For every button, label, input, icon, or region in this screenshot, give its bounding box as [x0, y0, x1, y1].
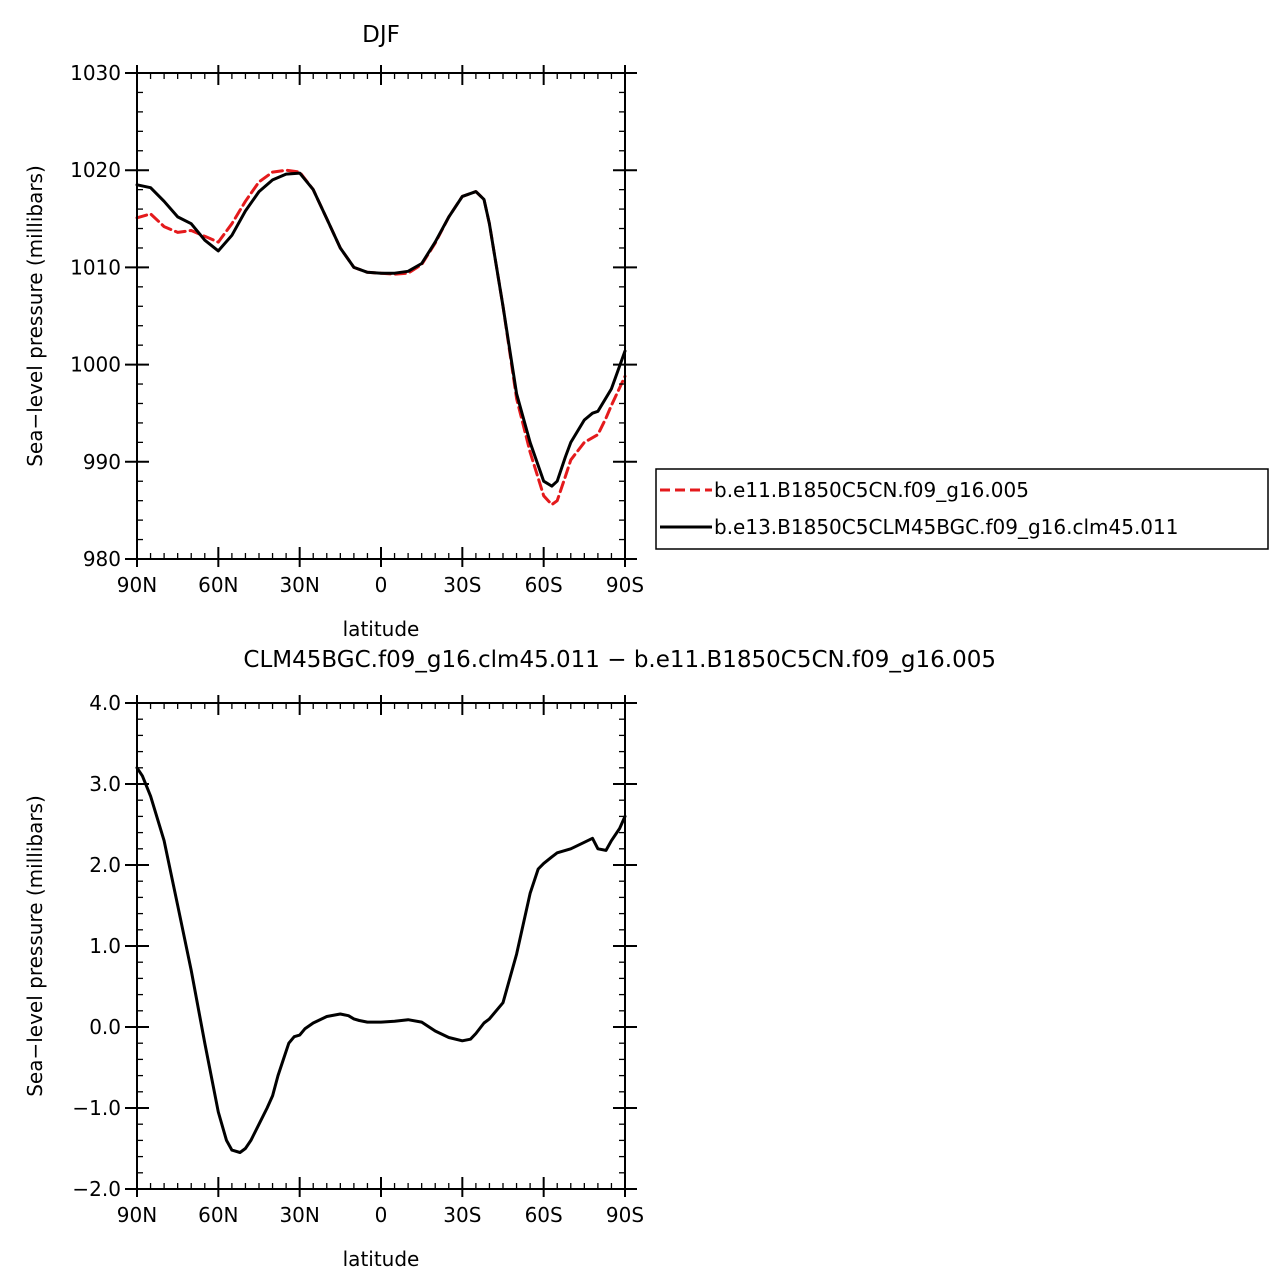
- y-tick-label: 1020: [70, 158, 121, 182]
- x-tick-label: 0: [375, 573, 388, 597]
- y-tick-label: 3.0: [89, 772, 121, 796]
- y-tick-label: 980: [83, 547, 121, 571]
- chart-top-xlabel: latitude: [343, 617, 420, 641]
- x-tick-label: 30N: [279, 573, 319, 597]
- x-tick-label: 60S: [525, 1203, 563, 1227]
- x-tick-label: 30S: [443, 1203, 481, 1227]
- x-tick-label: 90S: [606, 573, 644, 597]
- x-tick-label: 60N: [198, 1203, 238, 1227]
- y-tick-label: 2.0: [89, 853, 121, 877]
- x-tick-label: 90N: [117, 1203, 157, 1227]
- chart-top-series-1-line: [135, 171, 627, 488]
- y-tick-label: 1030: [70, 61, 121, 85]
- x-tick-label: 90S: [606, 1203, 644, 1227]
- y-tick-label: 4.0: [89, 691, 121, 715]
- chart-bottom-ylabel: Sea−level pressure (millibars): [23, 795, 47, 1097]
- y-tick-label: 0.0: [89, 1015, 121, 1039]
- chart-top-ticks: 90N 60N 30N 0 30S 60S 90S 1030 1020 1010 1000 990 98…: [70, 61, 644, 597]
- x-tick-label: 60N: [198, 573, 238, 597]
- y-tick-label: −1.0: [72, 1096, 121, 1120]
- y-tick-label: 1010: [70, 255, 121, 279]
- y-tick-label: 1000: [70, 353, 121, 377]
- legend-label-base: b.e13.B1850C5CLM45BGC.f09_g16.clm45.011: [714, 515, 1178, 539]
- chart-bottom-ticks: 90N 60N 30N 0 30S 60S 90S 4.0 3.0 2.0 1.0 0.0 −1.0 −2…: [72, 691, 644, 1227]
- chart-top-title: DJF: [362, 22, 400, 48]
- chart-top-series-0-line: [135, 168, 627, 507]
- legend-label-case: b.e11.B1850C5CN.f09_g16.005: [714, 478, 1029, 502]
- chart-top-frame: [136, 72, 626, 560]
- legend-box: [655, 468, 1269, 550]
- chart-top-series-group: [135, 168, 627, 507]
- chart-bottom-series-group: [135, 766, 627, 1154]
- y-tick-label: 1.0: [89, 934, 121, 958]
- x-tick-label: 30S: [443, 573, 481, 597]
- chart-bottom-series-0-line: [135, 766, 627, 1154]
- y-tick-label: 990: [83, 450, 121, 474]
- chart-bottom-frame: [136, 702, 626, 1190]
- x-tick-label: 60S: [525, 573, 563, 597]
- chart-top-ylabel: Sea−level pressure (millibars): [23, 165, 47, 467]
- legend: b.e11.B1850C5CN.f09_g16.005 b.e13.B1850C…: [655, 468, 1269, 550]
- x-tick-label: 0: [375, 1203, 388, 1227]
- chart-bottom-xlabel: latitude: [343, 1247, 420, 1271]
- x-tick-label: 30N: [279, 1203, 319, 1227]
- chart-top: DJF Sea−level pressure (millibars) latit…: [23, 22, 644, 641]
- y-tick-label: −2.0: [72, 1177, 121, 1201]
- chart-bottom: CLM45BGC.f09_g16.clm45.011 − b.e11.B1850…: [23, 647, 996, 1271]
- chart-bottom-title: CLM45BGC.f09_g16.clm45.011 − b.e11.B1850…: [243, 647, 996, 673]
- x-tick-label: 90N: [117, 573, 157, 597]
